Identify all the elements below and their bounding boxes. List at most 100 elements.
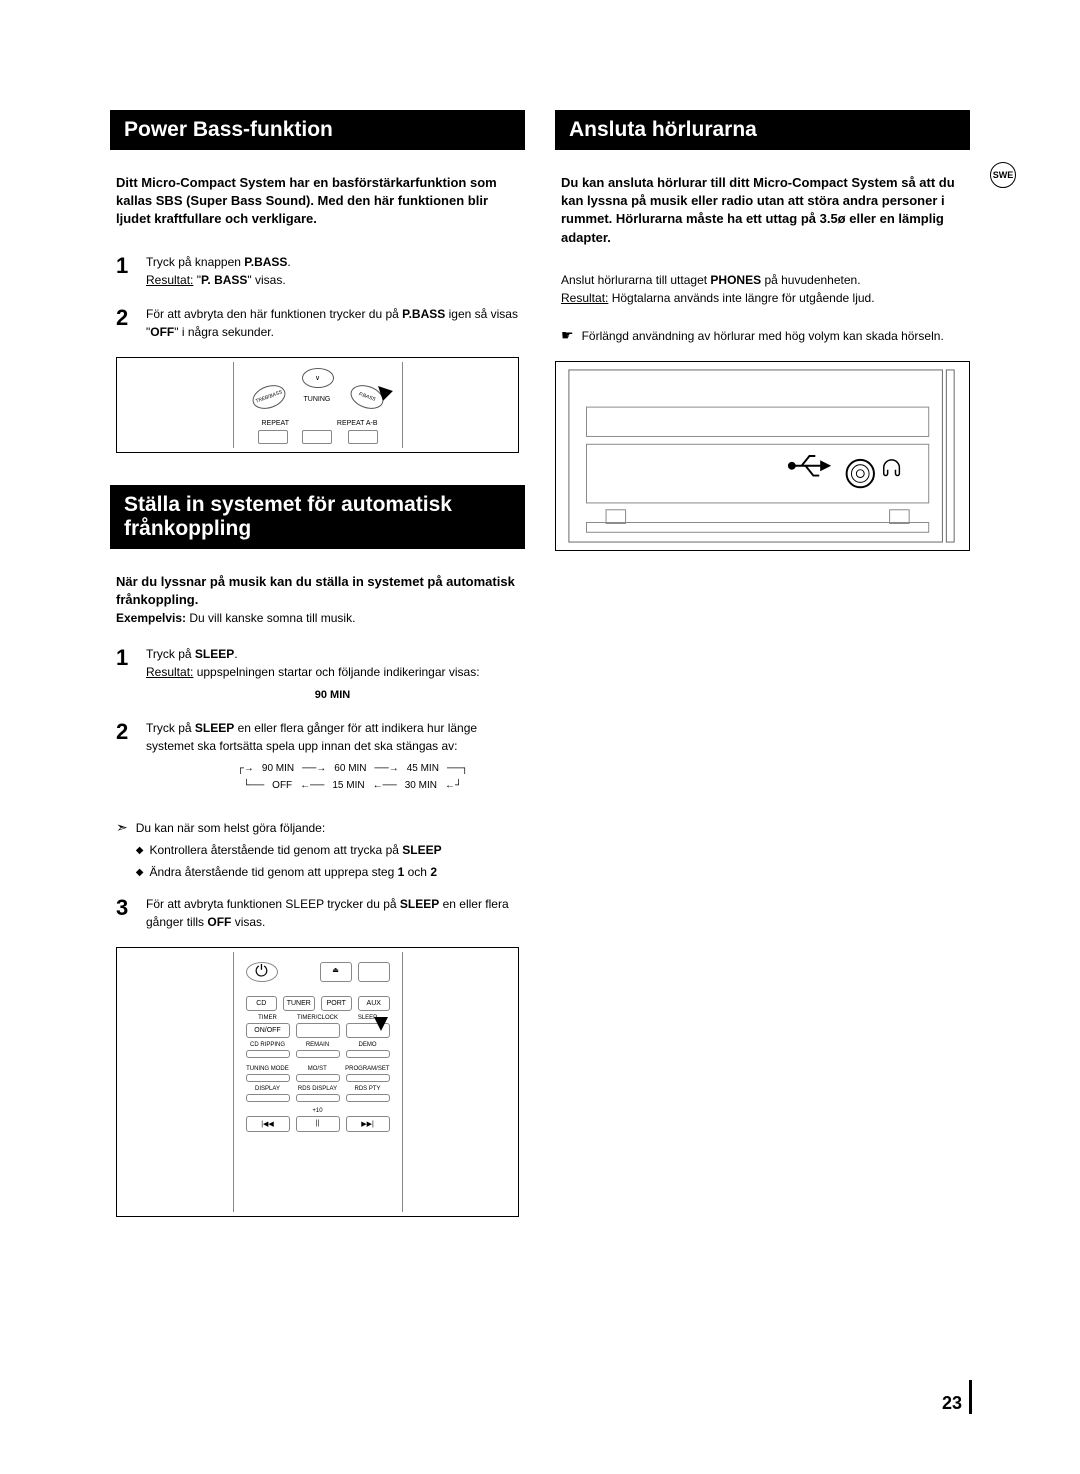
cdripping-button [246, 1050, 290, 1058]
result-text: Högtalarna används inte längre för utgåe… [608, 291, 874, 305]
step-text: . [234, 647, 237, 661]
step-bold: P.BASS [244, 255, 287, 269]
step-2-sleep: 2 Tryck på SLEEP en eller flera gånger f… [110, 719, 525, 803]
body-bold: PHONES [710, 273, 761, 287]
result-text: " [193, 273, 201, 287]
down-icon: ∨ [315, 374, 320, 382]
programset-label: PROGRAM/SET [345, 1066, 389, 1072]
most-button [296, 1074, 340, 1082]
bullet-bold: SLEEP [402, 843, 441, 857]
step-text: visas. [231, 915, 265, 929]
programset-button [346, 1074, 390, 1082]
bullet-text: och [404, 865, 430, 879]
remain-label: REMAIN [296, 1042, 340, 1048]
power-icon: ⏻ [246, 962, 278, 982]
result-label: Resultat: [561, 291, 608, 305]
onoff-button: ON/OFF [246, 1023, 290, 1038]
pointer-icon [374, 1017, 388, 1031]
aux-button: AUX [358, 996, 390, 1011]
body-text: Anslut hörlurarna till uttaget [561, 273, 710, 287]
sleep-cycle-diagram: ┌→90 MIN──→60 MIN──→45 MIN──┐ └──OFF←──1… [186, 761, 519, 793]
tuner-button: TUNER [283, 996, 315, 1011]
cdripping-label: CD RIPPING [246, 1042, 290, 1048]
rdsdisplay-label: RDS DISPLAY [296, 1086, 340, 1092]
note-icon: ➣ [116, 819, 128, 881]
step-number: 1 [116, 253, 146, 289]
pause-button: || [296, 1116, 340, 1132]
figure-remote-pbass: ∨ TREB/BASS P.BASS TUNING REPEAT REPEAT … [116, 357, 519, 453]
indicator-90min: 90 MIN [146, 687, 519, 704]
display-button [246, 1094, 290, 1102]
demo-label: DEMO [346, 1042, 390, 1048]
cd-button: CD [246, 996, 278, 1011]
intro-sleep-bold: När du lyssnar på musik kan du ställa in… [116, 573, 519, 609]
step-text: För att avbryta den här funktionen tryck… [146, 307, 402, 321]
note-lead: Du kan när som helst göra följande: [136, 821, 325, 835]
language-badge: SWE [990, 162, 1016, 188]
most-label: MO/ST [295, 1066, 339, 1072]
figure-device-front [555, 361, 970, 551]
result-text: uppspelningen startar och följande indik… [193, 665, 479, 679]
step-bold: SLEEP [195, 721, 234, 735]
prev-button: |◀◀ [246, 1116, 290, 1132]
step-bold: OFF [207, 915, 231, 929]
plus10-label: +10 [296, 1108, 340, 1114]
step-2-pbass: 2 För att avbryta den här funktionen try… [110, 305, 525, 341]
step-3-sleep: 3 För att avbryta funktionen SLEEP tryck… [110, 895, 525, 931]
bullet-text: Kontrollera återstående tid genom att tr… [149, 843, 402, 857]
body-text: på huvudenheten. [761, 273, 860, 287]
step-bold: SLEEP [195, 647, 234, 661]
section-header-headphones: Ansluta hörlurarna [555, 110, 970, 150]
display-label: DISPLAY [246, 1086, 290, 1092]
step-number: 2 [116, 719, 146, 803]
tuningmode-button [246, 1074, 290, 1082]
step-1-pbass: 1 Tryck på knappen P.BASS. Resultat: "P.… [110, 253, 525, 289]
section-header-power-bass: Power Bass-funktion [110, 110, 525, 150]
step-bold: OFF [150, 325, 174, 339]
treb-bass-button: TREB/BASS [254, 389, 282, 404]
example-text: Du vill kanske somna till musik. [186, 611, 355, 625]
timerclock-button [296, 1023, 340, 1038]
step-1-sleep: 1 Tryck på SLEEP. Resultat: uppspelninge… [110, 645, 525, 704]
repeat-ab-label: REPEAT A-B [337, 420, 378, 427]
intro-headphones: Du kan ansluta hörlurar till ditt Micro-… [555, 174, 970, 247]
example-label: Exempelvis: [116, 611, 186, 625]
warning-headphones: ☛ Förlängd användning av hörlurar med hö… [555, 327, 970, 345]
port-button: PORT [321, 996, 353, 1011]
result-text: " visas. [247, 273, 285, 287]
step-number: 1 [116, 645, 146, 704]
step-bold: P.BASS [402, 307, 445, 321]
step-number: 3 [116, 895, 146, 931]
timerclock-label: TIMER/CLOCK [296, 1015, 340, 1021]
pbass-button: P.BASS [357, 391, 375, 403]
step-text: Tryck på [146, 647, 195, 661]
figure-remote-sleep: ⏻ ⏏ CD TUNER PORT AUX TIMERTIMER/CLOCKSL… [116, 947, 519, 1217]
step-text: För att avbryta funktionen SLEEP trycker… [146, 897, 400, 911]
rdspty-button [346, 1094, 390, 1102]
page-number: 23 [942, 1393, 962, 1414]
bullet-bold: 2 [430, 865, 437, 879]
step-text: Tryck på knappen [146, 255, 244, 269]
result-bold: P. BASS [201, 273, 247, 287]
step-bold: SLEEP [400, 897, 439, 911]
step-number: 2 [116, 305, 146, 341]
section-header-sleep: Ställa in systemet för automatisk frånko… [110, 485, 525, 549]
step-text: Tryck på [146, 721, 195, 735]
hand-icon: ☛ [561, 327, 574, 345]
eject-button: ⏏ [320, 962, 352, 982]
step-text: . [287, 255, 290, 269]
result-label: Resultat: [146, 273, 193, 287]
result-label: Resultat: [146, 665, 193, 679]
page-bar [969, 1380, 972, 1414]
warning-text: Förlängd användning av hörlurar med hög … [582, 327, 944, 345]
step-text: " i några sekunder. [174, 325, 274, 339]
rdspty-label: RDS PTY [346, 1086, 390, 1092]
blank-button [358, 962, 390, 982]
tuning-label: TUNING [304, 396, 331, 403]
note-sleep: ➣ Du kan när som helst göra följande: ◆K… [110, 819, 525, 881]
next-button: ▶▶| [346, 1116, 390, 1132]
repeat-label: REPEAT [262, 420, 290, 427]
bullet-text: Ändra återstående tid genom att upprepa … [149, 865, 397, 879]
timer-label: TIMER [246, 1015, 290, 1021]
tuningmode-label: TUNING MODE [246, 1066, 290, 1072]
